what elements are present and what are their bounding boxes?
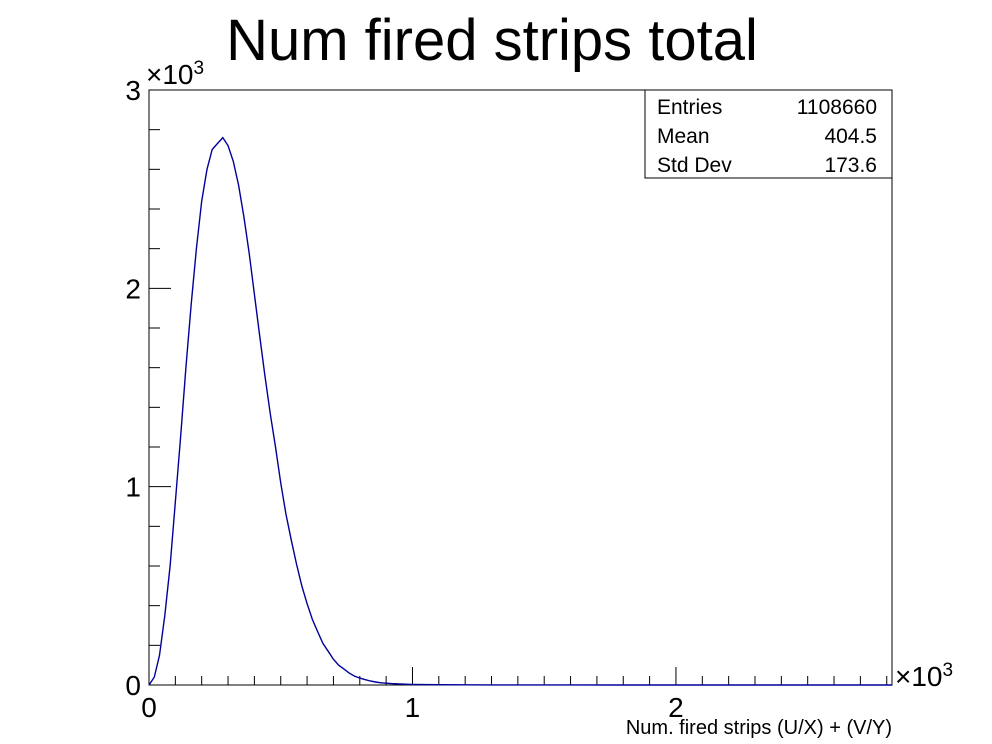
stats-label-stddev: Std Dev xyxy=(657,154,732,177)
stats-box: Entries 1108660 Mean 404.5 Std Dev 173.6 xyxy=(644,89,893,179)
y-axis-multiplier: ×103 xyxy=(146,58,204,90)
plot-frame xyxy=(148,89,893,686)
histogram-series-line xyxy=(148,136,892,686)
x-tick-label: 0 xyxy=(141,692,157,723)
stats-box-frame xyxy=(644,89,893,179)
y-tick-label: 1 xyxy=(125,472,141,503)
x-tick-label: 1 xyxy=(405,692,421,723)
x-axis-title: Num. fired strips (U/X) + (V/Y) xyxy=(626,717,892,739)
x-axis-multiplier: ×103 xyxy=(895,660,953,692)
y-axis-tick-labels: 0 1 2 3 xyxy=(125,75,141,701)
y-tick-label: 0 xyxy=(125,670,141,701)
y-axis-ticks xyxy=(149,89,171,686)
x-tick-label: 2 xyxy=(668,692,684,723)
stats-value-entries: 1108660 xyxy=(797,96,877,119)
y-tick-label: 3 xyxy=(125,75,141,106)
stats-value-mean: 404.5 xyxy=(824,125,877,148)
stats-value-stddev: 173.6 xyxy=(824,154,877,177)
y-tick-label: 2 xyxy=(125,273,141,304)
stats-label-mean: Mean xyxy=(657,125,710,148)
stats-label-entries: Entries xyxy=(657,96,722,119)
chart-title: Num fired strips total xyxy=(226,8,758,73)
x-axis-tick-labels: 0 1 2 xyxy=(141,692,684,723)
x-axis-ticks xyxy=(148,667,888,685)
